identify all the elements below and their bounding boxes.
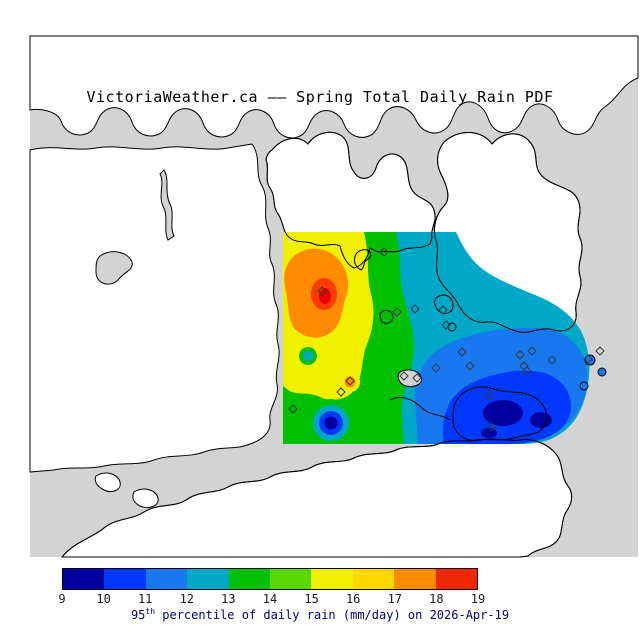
colorbar-segment [145, 569, 188, 589]
stations-layer [288, 247, 605, 432]
station-marker [457, 347, 467, 357]
harbour-island-patch [397, 369, 423, 387]
colorbar-segment [270, 569, 312, 589]
colorbar-ticks: 9 10 11 12 13 14 15 16 17 18 19 [58, 592, 485, 606]
contour-navy-core-1 [483, 400, 523, 426]
coastline-overlay-layer [61, 131, 583, 558]
station-marker [317, 286, 327, 296]
colorbar-segment [435, 569, 478, 589]
station-marker [441, 320, 451, 330]
contour-red-core [319, 288, 331, 304]
station-marker [487, 422, 497, 432]
colorbar-tick-label: 10 [96, 592, 111, 606]
contour-navy-core-3 [481, 428, 497, 438]
colorbar-tick-label: 15 [304, 592, 319, 606]
small-island-outline-1 [379, 309, 394, 324]
contour-layer [283, 232, 590, 444]
harbour-coast-line [389, 397, 451, 421]
station-marker [410, 304, 420, 314]
colorbar-tick-label: 11 [137, 592, 153, 606]
lakes-layer [95, 169, 175, 285]
colorbar-segment [352, 569, 395, 589]
station-marker [527, 346, 537, 356]
station-marker [595, 346, 605, 356]
caption-text: percentile of daily rain (mm/day) on 202… [155, 608, 510, 622]
station-marker [336, 387, 346, 397]
small-island-outline-2 [434, 294, 454, 315]
contour-minor-high-core [344, 376, 356, 388]
colorbar-segment [187, 569, 229, 589]
colorbar-tick-label: 19 [470, 592, 486, 606]
hook-island-outline [354, 249, 372, 271]
contour-navy-core-2 [530, 412, 552, 428]
southeast-island-outline [452, 386, 548, 441]
contour-minor-low-core [303, 351, 313, 361]
station-marker [522, 366, 532, 376]
station-marker [288, 404, 298, 414]
lake-west-blob [95, 251, 133, 285]
colorbar-tick-label: 9 [58, 592, 66, 606]
lake-inlet-sliver [159, 169, 175, 241]
colorbar-tick-label: 17 [387, 592, 403, 606]
colorbar-segment [228, 569, 271, 589]
colorbar-segment [394, 569, 436, 589]
colorbar-tick-label: 16 [345, 592, 361, 606]
colorbar [62, 568, 478, 590]
station-marker [412, 373, 422, 383]
colorbar-segment [104, 569, 146, 589]
colorbar-segment [311, 569, 353, 589]
colorbar-tick-label: 13 [221, 592, 236, 606]
coastline-west-island [29, 143, 280, 473]
station-marker [392, 307, 402, 317]
caption-superscript: th [145, 607, 156, 616]
east-islet-2 [597, 367, 607, 377]
station-marker [431, 363, 441, 373]
station-marker [515, 350, 525, 360]
station-marker [345, 376, 355, 386]
colorbar-tick-label: 12 [179, 592, 195, 606]
colorbar-caption: 95th percentile of daily rain (mm/day) o… [0, 607, 640, 622]
station-marker [465, 361, 475, 371]
map-title: VictoriaWeather.ca –– Spring Total Daily… [86, 88, 554, 106]
east-islet-3 [579, 381, 589, 391]
station-marker [438, 305, 448, 315]
station-marker [399, 371, 409, 381]
station-marker [379, 247, 389, 257]
station-marker [583, 354, 593, 364]
station-marker [484, 391, 494, 401]
colorbar-tick-label: 14 [262, 592, 278, 606]
contour-low-core-navy [324, 416, 338, 430]
caption-prefix: 95 [130, 608, 146, 622]
colorbar-segment [63, 569, 105, 589]
colorbar-tick-label: 18 [429, 592, 444, 606]
station-marker [547, 355, 557, 365]
